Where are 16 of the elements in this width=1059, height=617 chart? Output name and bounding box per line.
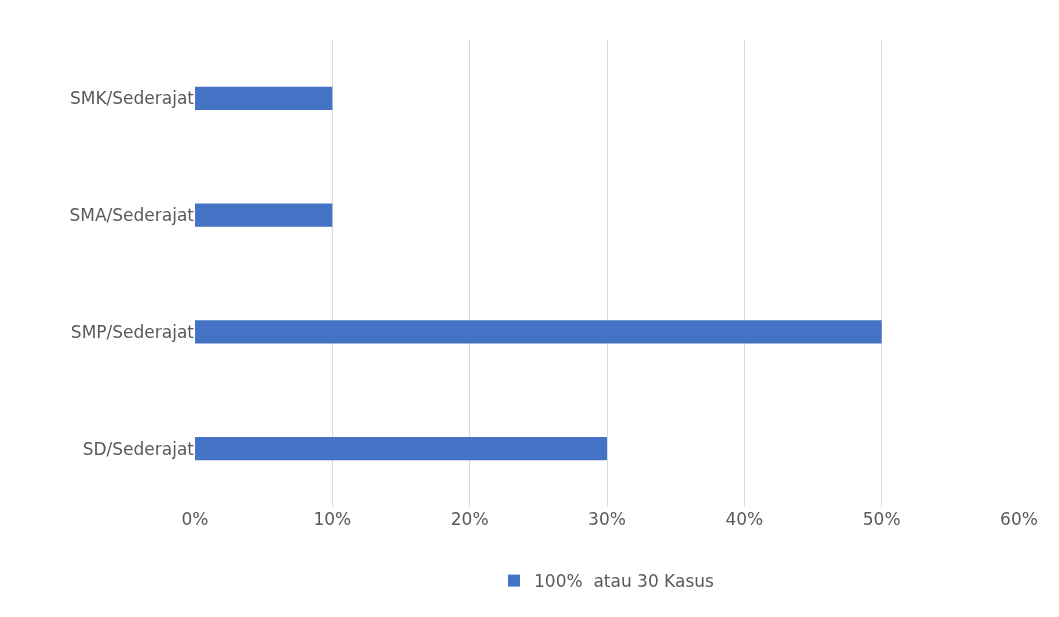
x-tick-label: 10% <box>313 509 352 529</box>
x-tick-label: 40% <box>725 509 764 529</box>
x-tick-label: 20% <box>450 509 489 529</box>
x-tick-label: 30% <box>588 509 626 529</box>
x-tick-label: 60% <box>1000 509 1038 529</box>
y-tick-label: SD/Sederajat <box>82 438 195 459</box>
bar <box>195 86 333 111</box>
y-tick-label: SMP/Sederajat <box>70 321 195 342</box>
bar <box>195 320 882 344</box>
x-tick-label: 0% <box>181 509 209 529</box>
y-tick-label: SMA/Sederajat <box>69 205 195 226</box>
y-tick-label: SMK/Sederajat <box>69 88 195 109</box>
legend-label: 100% atau 30 Kasus <box>534 571 715 592</box>
bar <box>195 203 333 227</box>
x-tick-label: 50% <box>862 509 901 529</box>
bar <box>195 436 607 461</box>
